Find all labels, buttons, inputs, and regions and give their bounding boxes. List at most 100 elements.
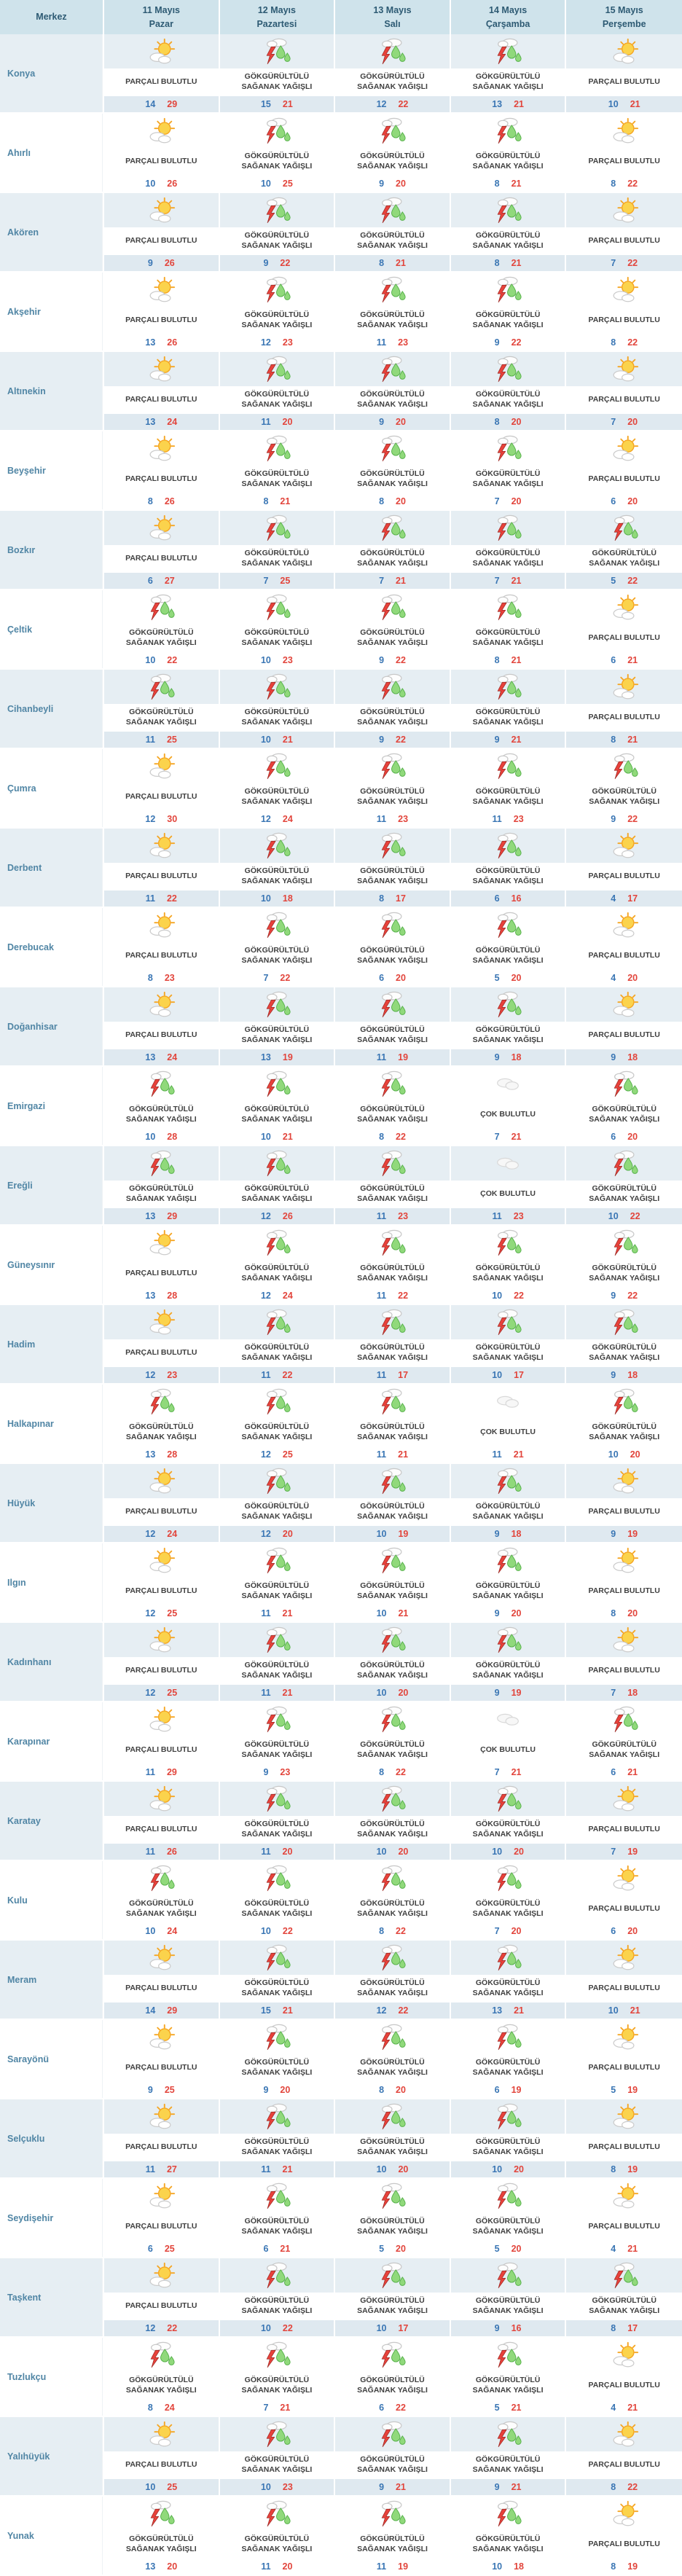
forecast-cell: ÇOK BULUTLU 7 21 [450,1702,567,1780]
max-temp: 22 [627,814,638,824]
weather-icon-band [335,1146,450,1181]
temperature-band: 13 26 [104,334,219,351]
temperature-band: 8 20 [335,2082,450,2098]
forecast-cell: GÖKGÜRÜLTÜLÜ SAĞANAK YAĞIŞLI 6 16 [450,829,567,907]
condition-label: PARÇALI BULUTLU [566,2451,682,2479]
forecast-cell: GÖKGÜRÜLTÜLÜ SAĞANAK YAĞIŞLI 12 20 [219,1464,336,1542]
min-temp: 8 [494,258,500,268]
thunderstorm-shower-icon [377,990,407,1020]
temperature-band: 9 25 [104,2082,219,2098]
max-temp: 22 [398,2005,409,2016]
temperature-band: 9 19 [450,1685,565,1701]
condition-label: GÖKGÜRÜLTÜLÜ SAĞANAK YAĞIŞLI [335,1816,450,1844]
max-temp: 19 [627,2561,638,2572]
weather-icon-band [450,670,565,704]
thunderstorm-shower-icon [377,1069,407,1100]
thunderstorm-shower-icon [493,116,523,146]
max-temp: 22 [396,1767,406,1777]
min-temp: 9 [494,2323,500,2333]
table-row: Karatay PARÇALI BULUTLU 11 26 GÖKGÜRÜLTÜLÜ S… [0,1782,682,1861]
sun-behind-cloud-icon [146,2022,176,2053]
condition-label: GÖKGÜRÜLTÜLÜ SAĞANAK YAĞIŞLI [450,1895,565,1923]
thunderstorm-shower-icon [262,1069,292,1100]
table-row: Ilgın PARÇALI BULUTLU 12 25 GÖKGÜRÜLTÜLÜ SAĞ… [0,1543,682,1623]
temperature-band: 8 22 [566,2479,682,2495]
forecast-cell: GÖKGÜRÜLTÜLÜ SAĞANAK YAĞIŞLI 5 20 [450,2179,567,2257]
weather-icon-band [450,1146,565,1181]
district-name: Konya [0,34,104,112]
weather-icon-band [335,987,450,1022]
district-name: Akören [0,193,104,271]
min-temp: 8 [611,337,616,348]
thunderstorm-shower-icon [377,1625,407,1656]
sun-behind-cloud-icon [146,990,176,1020]
condition-label: GÖKGÜRÜLTÜLÜ SAĞANAK YAĞIŞLI [335,2213,450,2241]
min-temp: 8 [379,2085,385,2095]
min-temp: 11 [261,2164,271,2174]
weather-icon-band [566,2099,682,2134]
max-temp: 21 [282,1132,293,1142]
temperature-band: 11 22 [335,1288,450,1304]
min-temp: 9 [494,1608,500,1618]
forecast-cell: GÖKGÜRÜLTÜLÜ SAĞANAK YAĞIŞLI 9 22 [566,1226,682,1304]
table-row: Hadim PARÇALI BULUTLU 12 23 GÖKGÜRÜLTÜLÜ SAĞ… [0,1305,682,1385]
condition-label: GÖKGÜRÜLTÜLÜ SAĞANAK YAĞIŞLI [219,68,334,96]
min-temp: 8 [263,496,269,506]
temperature-band: 8 24 [104,2400,219,2416]
sun-behind-cloud-icon [146,1784,176,1814]
min-temp: 4 [611,2244,616,2254]
temperature-band: 10 17 [335,2320,450,2336]
max-temp: 22 [627,258,638,268]
temperature-band: 13 24 [104,414,219,430]
sun-behind-cloud-icon [146,1625,176,1656]
weather-icon-band [104,1305,219,1339]
max-temp: 21 [282,1688,293,1698]
min-temp: 10 [608,2005,619,2016]
forecast-cell: GÖKGÜRÜLTÜLÜ SAĞANAK YAĞIŞLI 8 21 [450,114,567,192]
condition-label: GÖKGÜRÜLTÜLÜ SAĞANAK YAĞIŞLI [219,863,334,890]
max-temp: 20 [282,1529,293,1539]
temperature-band: 12 23 [104,1367,219,1383]
min-temp: 7 [611,417,616,427]
max-temp: 21 [511,258,522,268]
temperature-band: 13 20 [104,2559,219,2575]
forecast-cell: PARÇALI BULUTLU 7 20 [566,352,682,430]
condition-label: GÖKGÜRÜLTÜLÜ SAĞANAK YAĞIŞLI [450,386,565,414]
temperature-band: 10 23 [219,2479,334,2495]
max-temp: 21 [627,2244,638,2254]
min-temp: 11 [261,1608,271,1618]
forecast-cell: PARÇALI BULUTLU 13 24 [104,987,220,1065]
forecast-cell: PARÇALI BULUTLU 13 26 [104,273,220,351]
min-temp: 8 [611,2482,616,2492]
weather-icon-band [566,2417,682,2451]
weather-icon-band [219,511,334,545]
weather-icon-band [104,1226,219,1260]
forecast-cell: GÖKGÜRÜLTÜLÜ SAĞANAK YAĞIŞLI 9 16 [450,2258,567,2336]
temperature-band: 8 17 [566,2320,682,2336]
max-temp: 22 [396,1926,406,1936]
temperature-band: 7 18 [566,1685,682,1701]
weather-icon-band [335,1067,450,1101]
min-temp: 4 [611,893,616,904]
min-temp: 11 [492,814,502,824]
max-temp: 20 [396,179,406,189]
condition-label: PARÇALI BULUTLU [104,1816,219,1844]
condition-label: GÖKGÜRÜLTÜLÜ SAĞANAK YAĞIŞLI [450,2451,565,2479]
min-temp: 10 [492,1370,503,1380]
thunderstorm-shower-icon [377,2181,407,2212]
forecast-cell: PARÇALI BULUTLU 4 17 [566,829,682,907]
weather-icon-band [104,273,219,307]
temperature-band: 9 19 [566,1526,682,1542]
temperature-band: 7 21 [450,573,565,589]
condition-label: PARÇALI BULUTLU [104,148,219,176]
min-temp: 11 [376,2561,387,2572]
max-temp: 26 [167,337,178,348]
min-temp: 8 [494,655,500,665]
temperature-band: 8 22 [335,1764,450,1780]
temperature-band: 12 26 [219,1208,334,1224]
sun-behind-cloud-icon [609,36,640,67]
thunderstorm-shower-icon [493,2102,523,2132]
weather-icon-band [335,1305,450,1339]
max-temp: 25 [282,179,293,189]
temperature-band: 12 24 [219,1288,334,1304]
